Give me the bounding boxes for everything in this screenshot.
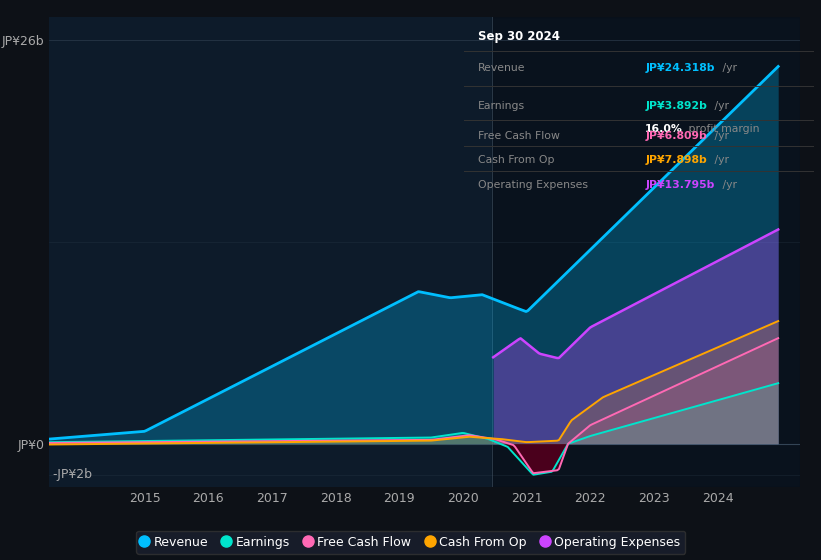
Text: /yr: /yr — [711, 155, 729, 165]
Text: /yr: /yr — [711, 101, 729, 111]
Text: JP¥24.318b: JP¥24.318b — [645, 63, 715, 73]
Text: JP¥3.892b: JP¥3.892b — [645, 101, 707, 111]
Text: JP¥7.898b: JP¥7.898b — [645, 155, 707, 165]
Text: JP¥6.809b: JP¥6.809b — [645, 131, 707, 141]
Text: Free Cash Flow: Free Cash Flow — [478, 131, 560, 141]
Legend: Revenue, Earnings, Free Cash Flow, Cash From Op, Operating Expenses: Revenue, Earnings, Free Cash Flow, Cash … — [136, 531, 685, 554]
Text: Sep 30 2024: Sep 30 2024 — [478, 30, 560, 44]
Text: /yr: /yr — [718, 63, 736, 73]
Text: /yr: /yr — [718, 180, 736, 189]
Text: profit margin: profit margin — [686, 124, 760, 134]
Bar — [492, 17, 800, 487]
Text: Cash From Op: Cash From Op — [478, 155, 554, 165]
Text: JP¥13.795b: JP¥13.795b — [645, 180, 715, 189]
Text: -JP¥2b: -JP¥2b — [53, 468, 93, 481]
Text: /yr: /yr — [711, 131, 729, 141]
Text: Earnings: Earnings — [478, 101, 525, 111]
Text: Revenue: Revenue — [478, 63, 525, 73]
Text: Operating Expenses: Operating Expenses — [478, 180, 588, 189]
Text: 16.0%: 16.0% — [645, 124, 683, 134]
